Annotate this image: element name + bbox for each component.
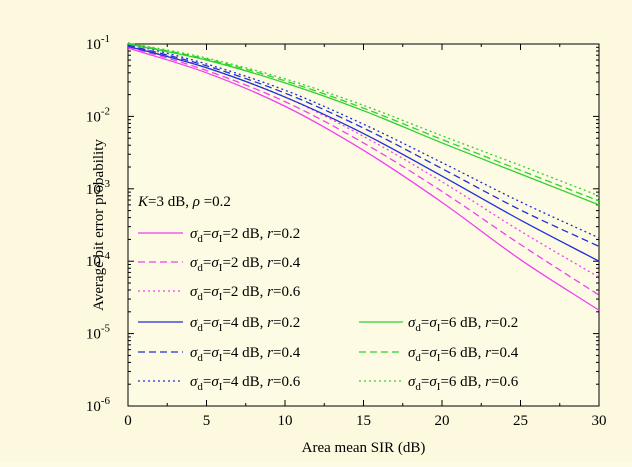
x-tick-label: 30: [592, 413, 607, 429]
y-tick-label: 10-3: [86, 178, 111, 198]
series-line-sigma-2-r-0.4: [127, 45, 600, 296]
series-line-sigma-6-r-0.6: [127, 42, 600, 197]
legend-label-sigma-2-r-0.4: σd=σI=2 dB, r=0.4: [190, 255, 301, 274]
plot-area: [127, 43, 600, 407]
x-tick-label: 15: [356, 413, 371, 429]
legend: σd=σI=2 dB, r=0.2 σd=σI=2 dB, r=0.4 σd=σI=…: [138, 226, 519, 393]
x-tick-label: 20: [435, 413, 450, 429]
series-line-sigma-4-r-0.4: [127, 44, 600, 248]
legend-label-sigma-6-r-0.4: σd=σI=6 dB, r=0.4: [408, 345, 519, 364]
axis-ticks: 0 5 10 15 20 25 30 10-6 10-5 10-4 10-3 10-2 10-1: [86, 33, 607, 429]
series-lines: [127, 42, 600, 311]
x-tick-label: 5: [203, 413, 211, 429]
series-line-sigma-6-r-0.2: [127, 43, 600, 206]
x-tick-label: 0: [124, 413, 132, 429]
legend-label-sigma-2-r-0.2: σd=σI=2 dB, r=0.2: [190, 226, 300, 245]
legend-label-sigma-2-r-0.6: σd=σI=2 dB, r=0.6: [190, 284, 301, 303]
legend-label-sigma-6-r-0.6: σd=σI=6 dB, r=0.6: [408, 374, 519, 393]
x-tick-label: 10: [278, 413, 293, 429]
series-line-sigma-2-r-0.2: [127, 47, 600, 311]
y-axis-title: Average bit error probability: [91, 139, 107, 311]
legend-label-sigma-4-r-0.2: σd=σI=4 dB, r=0.2: [190, 315, 300, 334]
parameter-annotation: K=3 dB, ρ =0.2: [137, 194, 231, 210]
y-tick-label: 10-4: [86, 250, 111, 270]
series-line-sigma-4-r-0.6: [127, 42, 600, 239]
x-axis-title: Area mean SIR (dB): [302, 440, 426, 456]
series-line-sigma-6-r-0.4: [127, 42, 600, 202]
series-line-sigma-4-r-0.2: [127, 45, 600, 262]
y-tick-label: 10-1: [86, 33, 110, 53]
legend-label-sigma-4-r-0.6: σd=σI=4 dB, r=0.6: [190, 374, 301, 393]
x-tick-label: 25: [513, 413, 528, 429]
legend-label-sigma-6-r-0.2: σd=σI=6 dB, r=0.2: [408, 315, 518, 334]
y-tick-label: 10-2: [86, 105, 110, 125]
y-tick-label: 10-6: [86, 395, 111, 415]
legend-label-sigma-4-r-0.4: σd=σI=4 dB, r=0.4: [190, 345, 301, 364]
y-tick-label: 10-5: [86, 323, 111, 343]
